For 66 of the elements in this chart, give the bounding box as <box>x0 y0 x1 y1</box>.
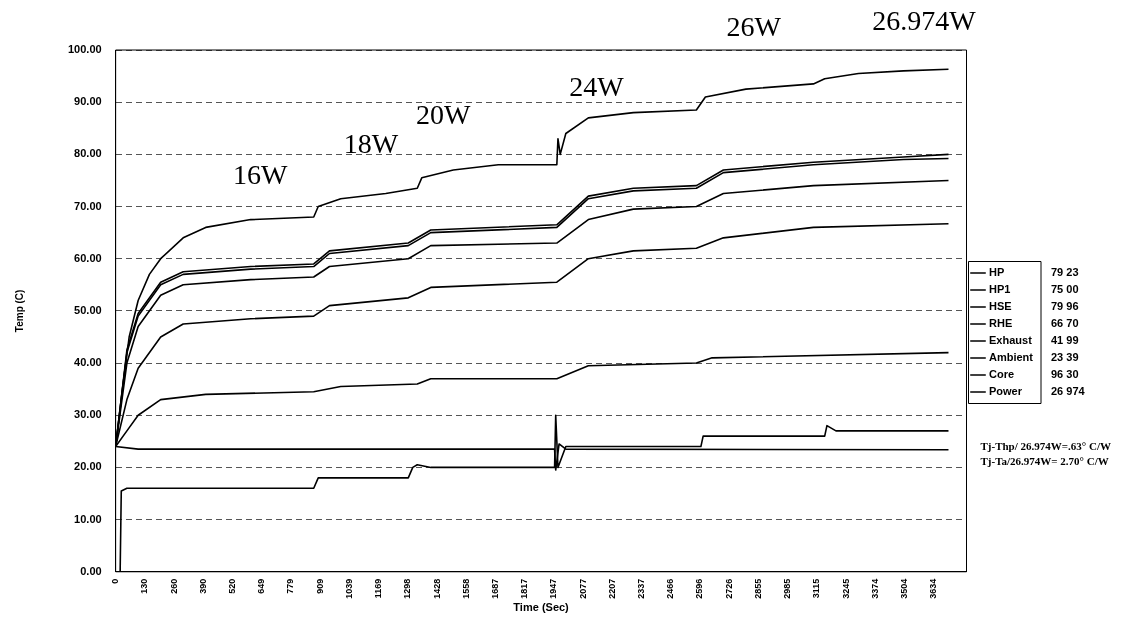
text: 26W <box>726 10 782 42</box>
x-tick-label: 3504 <box>898 578 909 599</box>
y-tick-label: 30.00 <box>74 408 102 421</box>
legend-label: Exhaust <box>989 334 1033 347</box>
y-tick-label: 20.00 <box>74 460 102 473</box>
text: Tj-Thp/ 26.974W=.63° C/W <box>980 440 1111 453</box>
legend-label: HP <box>989 266 1005 279</box>
x-tick-label: 1687 <box>489 578 500 599</box>
text: 79 23 <box>1051 266 1079 279</box>
y-tick-label: 0.00 <box>80 564 102 577</box>
annotation: 18W <box>343 127 399 159</box>
y-axis-title: Temp (C) <box>13 289 25 333</box>
x-tick-label: 3245 <box>840 578 851 599</box>
x-tick-label: 2726 <box>723 578 734 599</box>
y-tick-label: 40.00 <box>74 356 102 369</box>
x-tick-label: 260 <box>168 578 179 594</box>
x-tick-label: 2596 <box>694 578 705 599</box>
x-tick-label: 779 <box>285 578 296 594</box>
x-tick-label: 2985 <box>782 578 793 599</box>
y-tick-label: 100.00 <box>67 43 102 56</box>
text: Tj-Ta/26.974W= 2.70° C/W <box>980 455 1109 468</box>
x-tick-label: 130 <box>139 578 150 594</box>
legend-label: HSE <box>989 300 1012 313</box>
text: 26.974W <box>872 5 977 37</box>
legend-label: Ambient <box>989 351 1034 364</box>
x-tick-label: 3115 <box>811 578 822 599</box>
legend-label: HP1 <box>989 283 1011 296</box>
legend-label: Core <box>989 368 1015 381</box>
annotation: 24W <box>569 70 625 102</box>
x-tick-label: 3374 <box>869 578 880 599</box>
text: 23 39 <box>1051 351 1079 364</box>
x-tick-label: 2466 <box>665 578 676 599</box>
x-tick-label: 1558 <box>460 578 471 599</box>
legend-label: Power <box>989 385 1023 398</box>
y-tick-label: 50.00 <box>74 303 102 316</box>
x-tick-label: 2207 <box>606 578 617 599</box>
x-tick-label: 2855 <box>752 578 763 599</box>
text: 41 99 <box>1051 334 1079 347</box>
y-tick-label: 80.00 <box>74 147 102 160</box>
text: 79 96 <box>1051 300 1079 313</box>
x-tick-label: 1298 <box>402 578 413 599</box>
y-tick-label: 70.00 <box>74 199 102 212</box>
y-tick-label: 60.00 <box>74 251 102 264</box>
text: 96 30 <box>1051 368 1079 381</box>
x-tick-label: 649 <box>256 578 267 594</box>
x-tick-label: 2337 <box>636 578 647 599</box>
x-tick-label: 3634 <box>928 578 939 599</box>
x-tick-label: 390 <box>197 578 208 594</box>
x-tick-label: 909 <box>314 578 325 594</box>
x-tick-label: 1428 <box>431 578 442 599</box>
x-tick-label: 520 <box>227 578 238 594</box>
annotation: 20W <box>416 99 472 131</box>
annotation: 16W <box>233 159 289 191</box>
text: 26 974 <box>1051 385 1086 398</box>
text: 66 70 <box>1051 317 1079 330</box>
x-tick-label: 1039 <box>344 578 354 599</box>
legend-label: RHE <box>989 317 1013 330</box>
x-tick-label: 1817 <box>519 578 530 599</box>
text: 75 00 <box>1051 283 1079 296</box>
x-axis-title: Time (Sec) <box>513 601 570 614</box>
y-tick-label: 10.00 <box>74 512 102 525</box>
x-tick-label: 1947 <box>548 578 559 599</box>
x-tick-label: 1169 <box>373 578 384 599</box>
x-tick-label: 2077 <box>577 578 588 599</box>
y-tick-label: 90.00 <box>74 95 102 108</box>
x-tick-label: 0 <box>110 578 121 584</box>
